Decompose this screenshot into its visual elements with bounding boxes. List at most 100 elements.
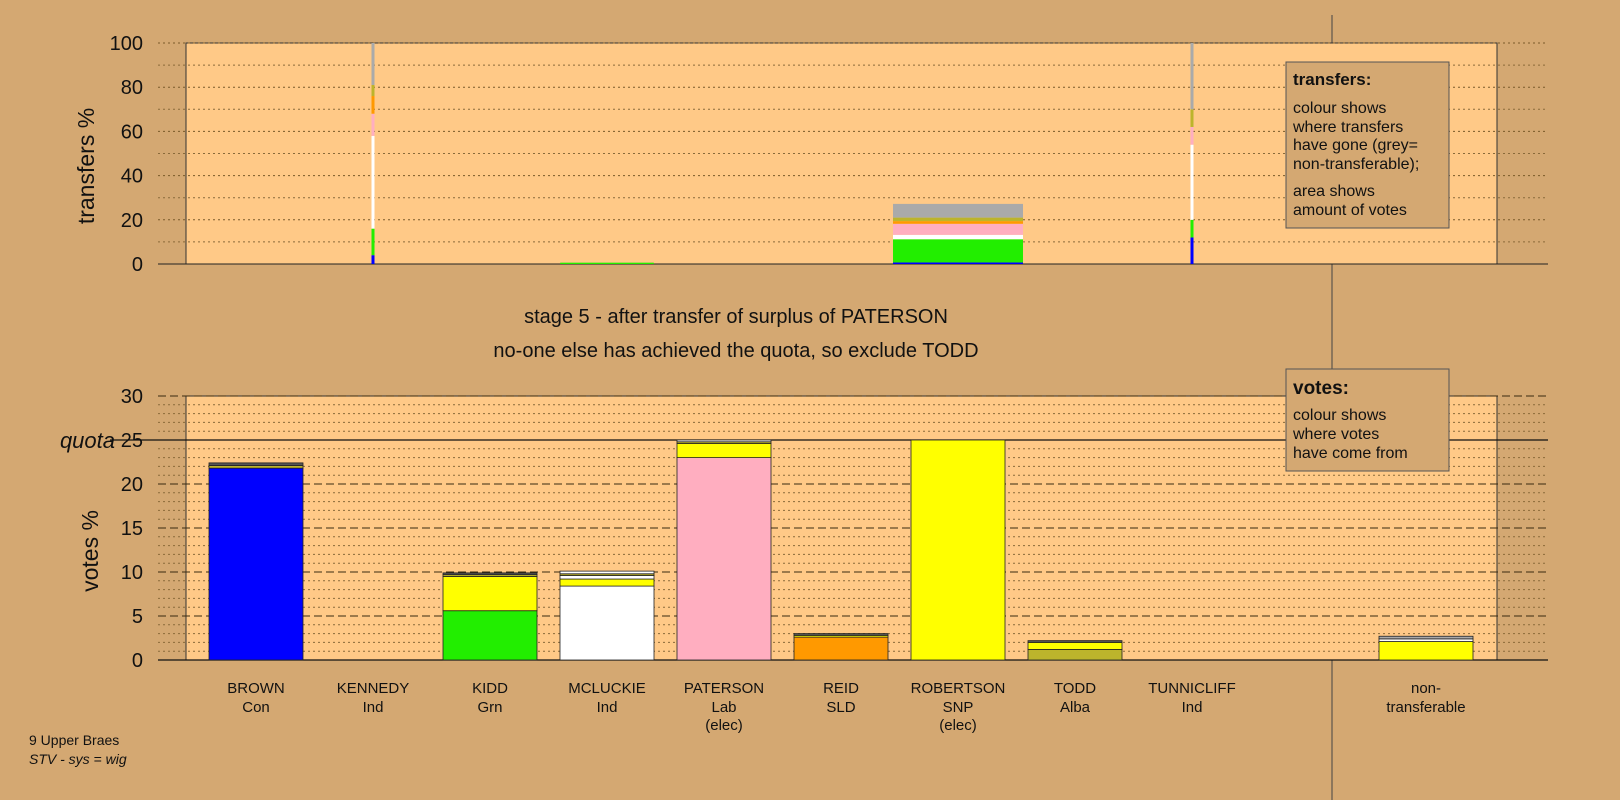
transfers-tick-label: 80 [121,77,143,99]
quota-label: quota [60,428,115,453]
transfers-chart: 0 20 40 60 80 100 [110,33,1548,276]
category-party-label: Grn [477,699,502,716]
transfer-bar-segment [1190,126,1194,145]
transfers-tick-label: 100 [110,33,143,55]
category-name-label: MCLUCKIE [568,680,646,697]
transfer-bar-segment [893,223,1023,235]
vote-bar-segment [559,578,655,587]
category-note-label: (elec) [705,717,743,734]
category-party-label: Ind [363,699,384,716]
category-party-label: Alba [1060,699,1091,716]
transfers-legend: transfers: colour shows where transfers … [1285,61,1450,229]
transfers-legend-line: colour shows [1293,100,1386,117]
transfers-legend-line: area shows [1293,183,1375,200]
vote-bar-segment [442,610,538,661]
votes-legend-title: votes: [1293,378,1349,399]
vote-bar-segment [676,457,772,661]
votes-tick-label: 20 [121,474,143,496]
transfer-bar-segment [371,113,375,136]
transfers-tick-label: 0 [132,254,143,276]
votes-axis-title: votes % [77,510,103,592]
transfer-bar-segment [371,84,375,97]
transfer-bar-segment [371,228,375,256]
transfers-legend-line: where transfers [1292,119,1403,136]
stage-text-line1: stage 5 - after transfer of surplus of P… [524,306,948,328]
category-name-label: KIDD [472,680,508,697]
transfers-legend-line: amount of votes [1293,202,1407,219]
votes-tick-label: 15 [121,518,143,540]
stage-text-line2: no-one else has achieved the quota, so e… [493,340,978,362]
vote-bar-segment [676,439,772,443]
vote-bar-segment [1027,642,1123,650]
transfer-bar-segment [1190,219,1194,238]
vote-bar-segment [559,570,655,575]
category-party-label: SLD [826,699,855,716]
transfers-legend-title: transfers: [1293,70,1371,89]
votes-chart: 0 5 10 15 20 25 30 BROWN Con KENNEDY Ind KIDD Grn MCL… [110,386,1548,734]
vote-bar-segment [910,439,1006,661]
transfer-bar-segment [1190,237,1194,264]
category-name-label: REID [823,680,859,697]
transfer-bar-segment [893,239,1023,263]
category-party-label: Ind [597,699,618,716]
transfer-bar-segment [893,203,1023,218]
vote-bar-segment [793,636,889,661]
transfer-bar-segment [1190,43,1194,110]
category-party-label: Ind [1182,699,1203,716]
votes-tick-label: 5 [132,606,143,628]
votes-tick-label: 0 [132,650,143,672]
category-name-label: ROBERTSON [911,680,1006,697]
vote-bar-segment [208,467,304,661]
transfers-tick-label: 40 [121,166,143,188]
vote-bar-segment [442,572,538,576]
category-name-label: PATERSON [684,680,764,697]
transfer-bar-segment [893,217,1023,222]
vote-bar-segment [442,576,538,612]
votes-legend-line: have come from [1293,445,1408,462]
vote-bar-segment [793,633,889,636]
category-party-label: Lab [711,699,736,716]
votes-legend-line: colour shows [1293,407,1386,424]
vote-bar-segment [1027,649,1123,661]
transfers-axis-title: transfers % [73,108,99,224]
vote-bar-segment [559,585,655,661]
transfers-tick-label: 20 [121,210,143,232]
category-name-label: TODD [1054,680,1096,697]
transfer-bar-segment [893,262,1023,264]
category-name-label: non- [1411,680,1441,697]
votes-tick-label: 30 [121,386,143,408]
votes-legend-box [1285,368,1450,472]
transfers-legend-box [1285,61,1450,229]
transfer-bar-segment [893,221,1023,224]
votes-legend-line: where votes [1292,426,1379,443]
vote-bar-segment [676,443,772,458]
transfer-bar-segment [1190,144,1194,220]
vote-bar-segment [559,575,655,580]
category-name-label: TUNNICLIFF [1148,680,1236,697]
transfer-bar-segment [371,255,375,264]
category-party-label: transferable [1386,699,1465,716]
transfer-bar-segment [560,262,654,264]
category-party-label: Con [242,699,270,716]
votes-legend: votes: colour shows where votes have com… [1285,368,1450,472]
footer-system: STV - sys = wig [29,751,127,767]
category-note-label: (elec) [939,717,977,734]
vote-bar-segment [1378,641,1474,661]
transfer-bar-segment [1190,109,1194,127]
transfer-bar-segment [371,96,375,114]
transfers-legend-line: have gone (grey= [1293,137,1418,154]
category-party-label: SNP [943,699,974,716]
votes-tick-label: 10 [121,562,143,584]
transfer-bar-segment [371,43,375,85]
transfers-tick-label: 60 [121,121,143,143]
votes-tick-label: 25 [121,430,143,452]
category-name-label: BROWN [227,680,285,697]
vote-bar-segment [1378,635,1474,640]
vote-bar-segment [208,462,304,466]
vote-bar-segment [1027,640,1123,643]
transfers-legend-line: non-transferable); [1293,156,1419,173]
transfer-bar-segment [893,234,1023,240]
transfer-bar-segment [371,135,375,229]
category-name-label: KENNEDY [337,680,410,697]
